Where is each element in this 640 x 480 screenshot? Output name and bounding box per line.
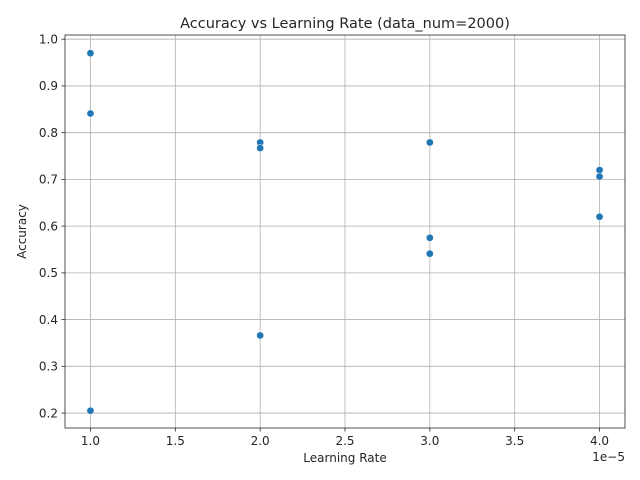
data-point — [86, 109, 95, 118]
data-point — [595, 212, 604, 221]
x-tick-label: 1.5 — [166, 434, 185, 448]
y-axis-ticks: 0.2 0.3 0.4 0.5 0.6 0.7 0.8 0.9 1.0 — [39, 33, 65, 420]
x-tick-label: 2.0 — [251, 434, 270, 448]
y-tick-label: 0.7 — [39, 173, 58, 187]
data-point — [256, 144, 265, 152]
x-tick-label: 3.0 — [420, 434, 439, 448]
y-tick-label: 0.3 — [39, 360, 58, 374]
y-axis-label: Accuracy — [15, 204, 29, 259]
data-point — [595, 166, 604, 174]
y-tick-label: 0.5 — [39, 266, 58, 280]
data-point — [595, 172, 604, 181]
data-point — [425, 233, 434, 242]
y-tick-label: 1.0 — [39, 33, 58, 47]
x-tick-label: 4.0 — [590, 434, 609, 448]
data-point — [86, 49, 95, 58]
y-tick-label: 0.8 — [39, 126, 58, 140]
y-tick-label: 0.9 — [39, 79, 58, 93]
x-tick-label: 3.5 — [505, 434, 524, 448]
y-tick-label: 0.6 — [39, 219, 58, 233]
x-axis-label: Learning Rate — [303, 451, 386, 465]
grid — [65, 35, 625, 428]
x-axis-offset-label: 1e−5 — [592, 450, 625, 464]
chart-title: Accuracy vs Learning Rate (data_num=2000… — [180, 16, 510, 32]
data-point — [425, 249, 434, 258]
y-tick-label: 0.2 — [39, 406, 58, 420]
data-point — [86, 406, 95, 415]
y-tick-label: 0.4 — [39, 313, 58, 327]
x-axis-ticks: 1.0 1.5 2.0 2.5 3.0 3.5 4.0 — [81, 428, 609, 448]
x-tick-label: 2.5 — [335, 434, 354, 448]
data-points — [86, 49, 604, 415]
data-point — [425, 138, 434, 147]
data-point — [256, 331, 265, 340]
x-tick-label: 1.0 — [81, 434, 100, 448]
